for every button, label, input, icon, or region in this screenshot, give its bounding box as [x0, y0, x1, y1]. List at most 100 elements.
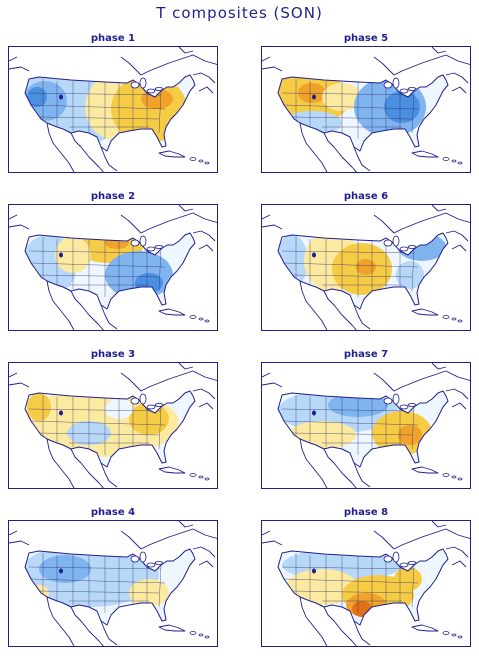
- map-panel-phase-1: phase 1: [8, 33, 218, 173]
- canada-coastline: [9, 66, 30, 72]
- mexico-coastline: [46, 438, 75, 488]
- island-outline: [457, 161, 463, 165]
- canada-coastline: [373, 528, 470, 550]
- canada-coastline: [198, 402, 214, 410]
- mexico-coastline: [323, 290, 357, 330]
- state-border: [30, 262, 166, 268]
- great-lake: [407, 403, 417, 407]
- us-outline: [277, 232, 449, 310]
- temperature-anomaly-map: [9, 205, 217, 330]
- island-outline: [189, 473, 197, 477]
- temperature-anomaly-map: [9, 521, 217, 646]
- island-outline: [198, 317, 204, 321]
- canada-coastline: [445, 388, 469, 400]
- canada-coastline: [451, 244, 467, 252]
- canada-coastline: [262, 214, 271, 220]
- anomaly-layer: [282, 549, 422, 617]
- temperature-anomaly-map: [262, 47, 470, 172]
- anomaly-layer: [278, 391, 432, 455]
- map-panel-phase-3: phase 3: [8, 349, 218, 489]
- map-panel-phase-5: phase 5: [261, 33, 471, 173]
- canada-coastline: [9, 56, 18, 62]
- anomaly-region: [105, 237, 129, 249]
- anomaly-region: [39, 555, 91, 583]
- canada-coastline: [262, 66, 283, 72]
- canada-coastline: [445, 546, 469, 558]
- anomaly-region: [288, 421, 356, 449]
- great-lake: [399, 246, 409, 252]
- canada-coastline: [120, 212, 217, 234]
- island-outline: [442, 315, 450, 319]
- canada-coastline: [262, 382, 283, 388]
- great-lake: [392, 77, 400, 89]
- map-frame: [261, 362, 471, 489]
- great-lake: [383, 555, 393, 563]
- state-border: [28, 566, 162, 570]
- panel-label: phase 2: [90, 191, 136, 202]
- salt-lake: [312, 410, 316, 416]
- cuba-outline: [411, 308, 439, 316]
- state-border: [30, 104, 166, 110]
- salt-lake: [59, 252, 63, 258]
- state-border: [283, 420, 419, 426]
- island-outline: [204, 161, 210, 165]
- anomaly-region: [396, 261, 424, 289]
- canada-coastline: [262, 56, 271, 62]
- island-outline: [457, 319, 463, 323]
- canada-coastline: [192, 72, 216, 84]
- island-outline: [189, 631, 197, 635]
- canada-coastline: [120, 370, 217, 392]
- salt-lake: [312, 252, 316, 258]
- state-border: [411, 406, 415, 450]
- anomaly-region: [105, 251, 173, 299]
- state-border: [281, 92, 415, 96]
- great-lake: [399, 88, 409, 94]
- salt-lake: [312, 94, 316, 100]
- state-border: [411, 564, 415, 608]
- canada-coastline: [120, 54, 217, 76]
- map-frame: [261, 520, 471, 647]
- canada-coastline: [431, 363, 447, 370]
- island-outline: [457, 477, 463, 481]
- canada-coastline: [198, 244, 214, 252]
- canada-coastline: [192, 230, 216, 242]
- great-lake: [146, 246, 156, 252]
- panel-label: phase 6: [343, 191, 389, 202]
- map-panel-phase-8: phase 8: [261, 507, 471, 647]
- mexico-coastline: [353, 146, 371, 172]
- state-border: [38, 274, 160, 278]
- mexico-coastline: [353, 304, 371, 330]
- anomaly-region: [27, 87, 47, 107]
- state-borders: [281, 79, 419, 139]
- temperature-anomaly-map: [9, 47, 217, 172]
- great-lake: [139, 551, 147, 563]
- great-lake: [392, 551, 400, 563]
- canada-coastline: [262, 372, 271, 378]
- cuba-outline: [411, 150, 439, 158]
- anomaly-region: [27, 393, 51, 421]
- map-panel-phase-4: phase 4: [8, 507, 218, 647]
- state-borders: [281, 553, 419, 613]
- mexico-coastline: [100, 146, 118, 172]
- cuba-outline: [158, 308, 186, 316]
- great-lake: [154, 245, 164, 249]
- island-outline: [451, 633, 457, 637]
- state-border: [28, 250, 162, 254]
- great-lake: [154, 561, 164, 565]
- mexico-coastline: [299, 596, 328, 646]
- island-outline: [204, 319, 210, 323]
- canada-coastline: [192, 388, 216, 400]
- us-outline: [24, 232, 196, 310]
- canada-coastline: [9, 224, 30, 230]
- island-outline: [457, 635, 463, 639]
- island-outline: [204, 635, 210, 639]
- great-lake: [392, 235, 400, 247]
- canada-coastline: [178, 47, 194, 54]
- us-outline: [277, 548, 449, 626]
- map-panel-phase-7: phase 7: [261, 349, 471, 489]
- anomaly-layer: [25, 549, 169, 607]
- state-border: [158, 90, 162, 134]
- great-lake: [130, 81, 140, 89]
- canada-coastline: [445, 72, 469, 84]
- state-border: [38, 590, 160, 594]
